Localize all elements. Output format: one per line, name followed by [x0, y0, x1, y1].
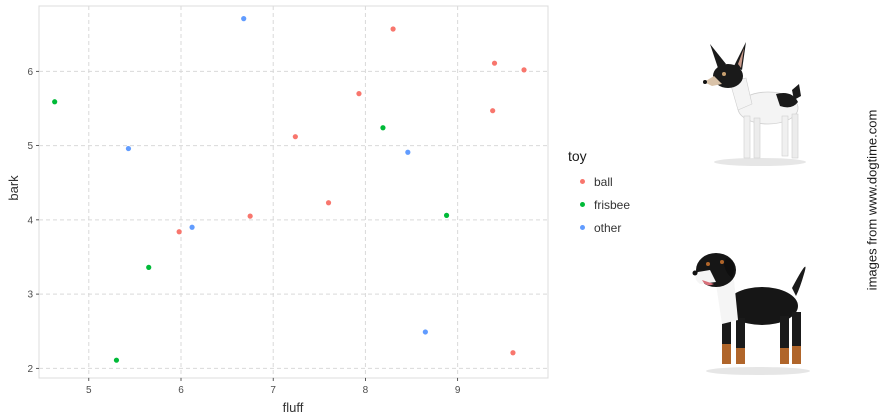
point-ball — [521, 67, 527, 73]
x-axis-ticks: 5 6 7 8 9 — [86, 378, 461, 396]
point-frisbee — [52, 99, 58, 105]
y-tick-label: 2 — [27, 364, 33, 375]
point-ball — [292, 134, 298, 140]
point-other — [422, 329, 428, 335]
point-ball — [247, 213, 253, 219]
legend-label-ball: ball — [594, 174, 613, 189]
legend-item-ball: ball — [568, 170, 630, 193]
point-other — [125, 145, 132, 152]
point-ball — [490, 108, 496, 114]
point-frisbee — [443, 212, 450, 218]
y-tick-label: 6 — [27, 67, 33, 78]
y-axis-title: bark — [6, 175, 21, 201]
point-ball — [176, 229, 182, 235]
x-tick-label: 7 — [270, 385, 276, 396]
legend-dot-ball — [580, 179, 585, 184]
x-tick-label: 6 — [178, 385, 184, 396]
point-frisbee — [380, 125, 386, 131]
legend-item-other: other — [568, 216, 630, 239]
x-tick-label: 9 — [455, 385, 461, 396]
x-tick-label: 8 — [363, 385, 369, 396]
image-credit: images from www.dogtime.com — [864, 109, 880, 291]
bernese-mix-dog-icon — [692, 253, 810, 375]
point-frisbee — [113, 357, 120, 363]
point-other — [241, 16, 247, 22]
legend-title: toy — [568, 148, 587, 164]
point-ball — [356, 91, 362, 97]
legend-dot-other — [580, 225, 585, 230]
point-frisbee — [146, 264, 152, 270]
y-axis-ticks: 2 3 4 5 6 — [27, 67, 39, 375]
toy-fox-terrier-dog-icon — [703, 42, 806, 166]
point-ball — [325, 200, 332, 206]
plot-panel-border — [38, 5, 549, 379]
y-tick-label: 4 — [27, 215, 33, 226]
x-tick-label: 5 — [86, 385, 92, 396]
legend-label-frisbee: frisbee — [594, 197, 631, 212]
y-tick-label: 3 — [27, 290, 33, 301]
legend-item-frisbee: frisbee — [568, 193, 630, 216]
point-ball — [390, 26, 396, 32]
point-other — [189, 224, 195, 230]
legend: toy ball frisbee other — [568, 148, 630, 239]
point-ball — [510, 350, 516, 356]
legend-label-other: other — [594, 220, 622, 235]
x-axis-title: fluff — [283, 400, 304, 415]
data-points — [52, 16, 527, 363]
grid-lines — [39, 6, 548, 378]
legend-dot-frisbee — [580, 202, 585, 207]
point-ball — [491, 60, 498, 66]
y-tick-label: 5 — [27, 141, 33, 152]
point-other — [405, 149, 411, 155]
